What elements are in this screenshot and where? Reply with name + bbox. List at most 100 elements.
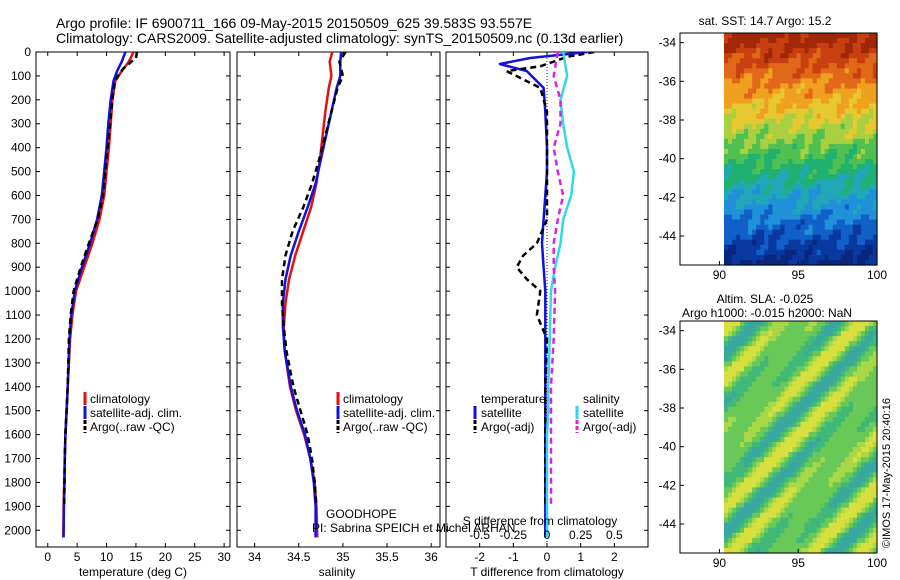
map-cell [728,426,733,433]
map-cell [852,431,858,438]
map-cell [868,326,874,332]
map-cell [800,249,806,256]
map-cell [784,103,790,110]
map-cell [804,416,810,423]
map-cell [872,381,878,388]
map-cell [732,43,737,49]
map-cell [776,492,781,499]
map-cell [800,259,806,266]
map-cell [760,462,765,468]
map-cell [772,366,777,373]
map-cell [780,437,785,443]
map-cell [820,502,826,509]
map-cell [840,472,846,478]
map-cell [820,214,826,221]
map-cell [800,457,806,463]
map-cell [872,326,878,332]
map-cell [864,214,870,221]
map-cell [736,416,741,423]
map-cell [812,492,818,499]
map-cell [812,169,818,175]
map-cell [788,512,794,519]
map-cell [780,229,785,236]
map-cell [840,103,846,110]
map-cell [724,321,729,327]
map-cell [800,108,806,115]
map-cell [836,93,842,100]
map-cell [804,452,810,458]
map-cell [724,209,729,216]
map-cell [748,497,753,504]
map-cell [852,522,858,529]
map-cell [804,189,810,195]
map-cell [796,133,802,140]
temperature-tick-label: 25 [188,550,202,564]
map-cell [840,73,846,79]
map-cell [752,38,757,44]
map-cell [740,219,745,226]
map-cell [784,467,790,473]
map-cell [800,492,806,499]
map-cell [872,164,878,170]
map-cell [776,421,781,428]
map-cell [792,169,798,175]
map-cell [752,371,757,378]
map-cell [788,48,794,54]
map-cell [756,103,761,110]
map-cell [792,123,798,130]
map-cell [764,98,769,105]
map-cell [740,346,745,352]
map-cell [824,83,830,90]
map-cell [836,346,842,352]
map-cell [780,361,785,367]
map-cell [772,174,777,180]
map-cell [784,118,790,125]
map-cell [772,416,777,423]
map-cell [724,336,729,342]
map-cell [804,83,810,90]
map-cell [796,346,802,352]
map-cell [824,189,830,195]
map-cell [864,38,870,44]
map-cell [864,321,870,327]
map-cell [840,396,846,403]
map-cell [868,386,874,393]
map-cell [808,497,814,504]
map-cell [804,517,810,524]
map-cell [824,457,830,463]
map-cell [784,78,790,85]
map-cell [776,219,781,226]
map-cell [828,512,834,519]
map-cell [796,164,802,170]
map-cell [748,33,753,39]
map-cell [776,189,781,195]
map-cell [768,472,773,478]
map-cell [868,98,874,105]
map-cell [824,133,830,140]
map-cell [732,376,737,383]
map-cell [852,542,858,549]
map-cell [736,351,741,357]
map-cell [752,457,757,463]
map-cell [808,447,814,453]
map-cell [736,517,741,524]
map-cell [736,371,741,378]
map-cell [828,497,834,504]
legend-title-temperature: temperature [481,392,546,406]
map-cell [860,63,866,69]
map-cell [828,229,834,236]
map-cell [840,204,846,211]
map-cell [740,386,745,393]
map-cell [736,194,741,201]
map-cell [848,78,854,85]
map-cell [848,542,854,549]
map-cell [740,43,745,49]
map-cell [756,33,761,39]
map-cell [740,512,745,519]
map-cell [812,517,818,524]
map-cell [832,502,838,509]
map-cell [812,68,818,74]
map-cell [776,512,781,519]
map-cell [748,396,753,403]
map-cell [820,108,826,115]
